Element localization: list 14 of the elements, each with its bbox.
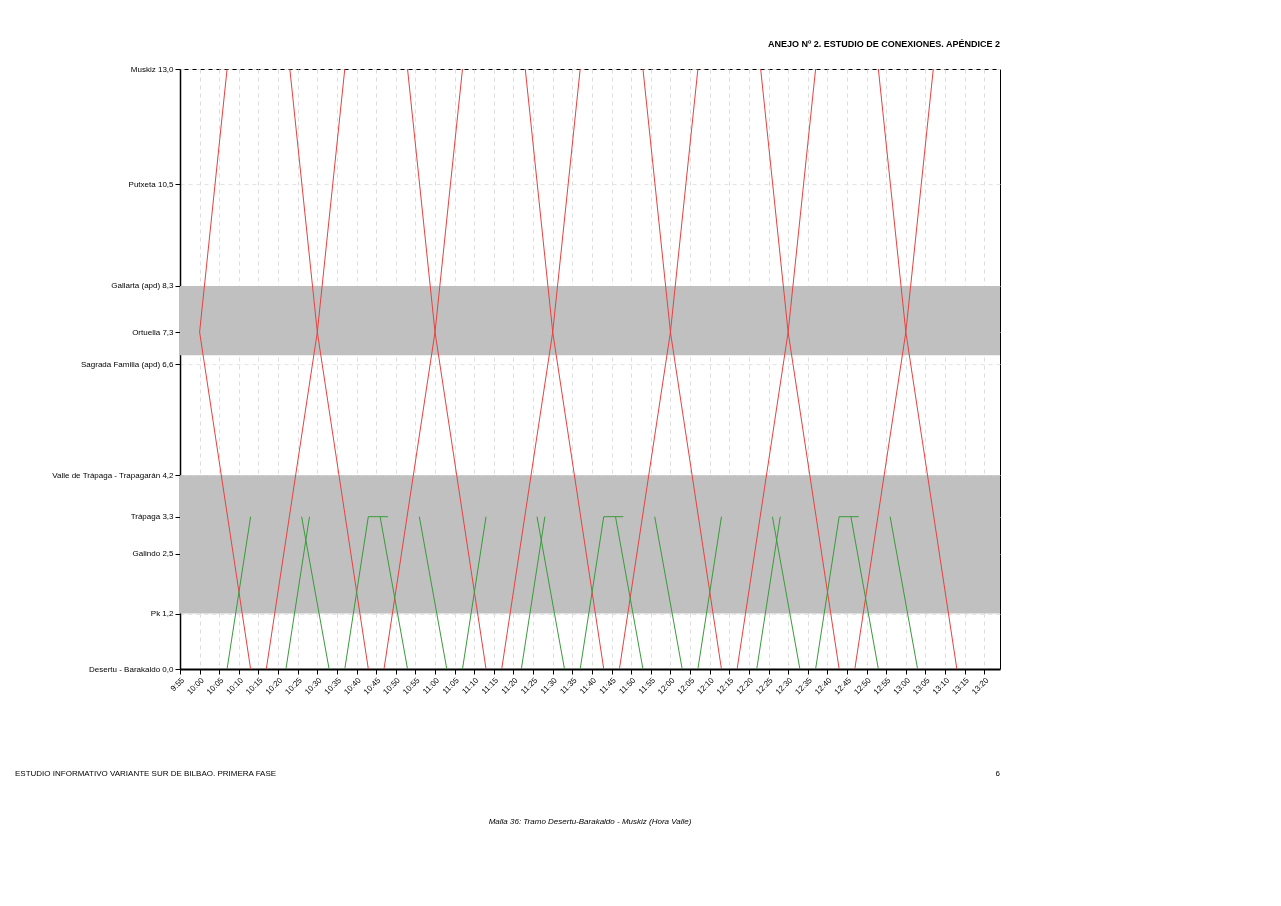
y-tick-label: Pk 1,2 [150,609,175,619]
y-tick-label: Ortuella 7,3 [132,327,175,337]
y-tick-label: Trápaga 3,3 [130,512,175,522]
y-tick-label: Muskiz 13,0 [130,64,175,74]
text: 6 [995,769,1001,778]
text: ESTUDIO INFORMATIVO VARIANTE SUR DE BILBAO. PRIMERA FASE [15,769,277,778]
y-tick-label: Desertu - Barakaldo 0,0 [89,664,175,674]
y-tick-label: Valle de Trápaga - Trapagarán 4,2 [52,470,175,480]
text: ANEJO Nº 2. ESTUDIO DE CONEXIONES. APÉNDICE 2 [767,39,1000,49]
text: Malla 36: Tramo Desertu-Barakaldo - Muskiz (Hora Valle) [488,817,692,826]
y-tick-label: Putxeta 10,5 [128,179,175,189]
y-tick-label: Sagrada Familia (apd) 6,6 [81,359,175,369]
y-tick-label: Galindo 2,5 [132,549,175,559]
y-tick-label: Gallarta (apd) 8,3 [111,281,175,291]
